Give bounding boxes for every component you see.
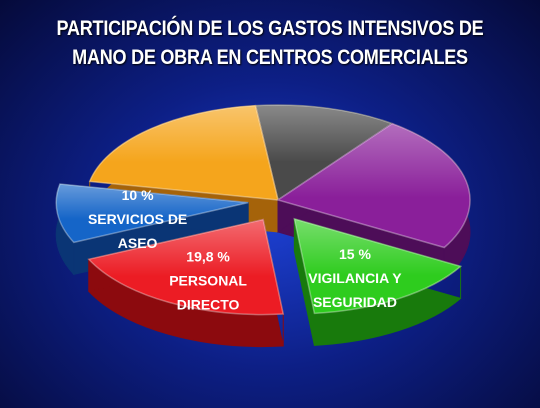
pie-slices: [55, 104, 471, 348]
pie-slice-gloss-3: [89, 105, 278, 200]
chart-title-line-1: PARTICIPACIÓN DE LOS GASTOS INTENSIVOS D…: [56, 17, 484, 40]
slice-label-0-line-0: 15 %: [339, 246, 371, 262]
slice-label-2-line-1: SERVICIOS DE: [88, 211, 187, 227]
pie-slice-gloss-5: [278, 123, 471, 248]
chart-title: PARTICIPACIÓN DE LOS GASTOS INTENSIVOS D…: [38, 14, 502, 72]
slice-label-2-line-0: 10 %: [122, 187, 154, 203]
slice-label-1-line-1: PERSONAL: [169, 272, 247, 288]
pie-labels: 15 % VIGILANCIA Y SEGURIDAD 19,8 % PERSONAL D…: [88, 187, 402, 312]
pie-slice-gloss-4: [255, 105, 393, 200]
slice-label-2-line-2: ASEO: [118, 235, 158, 251]
chart-title-line-2: MANO DE OBRA EN CENTROS COMERCIALES: [72, 46, 468, 69]
slice-label-1-line-0: 19,8 %: [186, 248, 230, 264]
pie-slice-gloss-0: [294, 218, 461, 314]
pie-slice-gloss-1: [88, 219, 284, 315]
pie-slice-gloss-2: [56, 184, 249, 243]
slice-label-0-line-2: SEGURIDAD: [313, 294, 397, 310]
slice-label-1-line-2: DIRECTO: [177, 296, 240, 312]
slice-label-0-line-1: VIGILANCIA Y: [308, 270, 402, 286]
